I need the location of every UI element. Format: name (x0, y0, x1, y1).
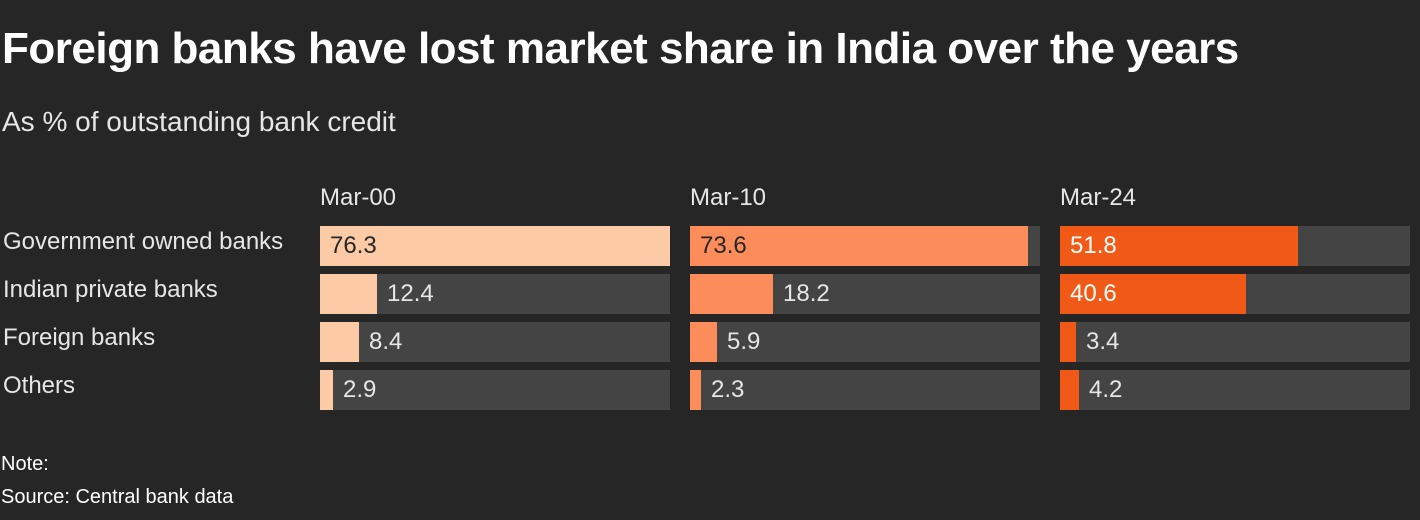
bar-track: 8.4 (320, 322, 670, 362)
bar (320, 370, 333, 410)
bar-value-label: 40.6 (1070, 280, 1117, 307)
bar (320, 274, 377, 314)
bar (1060, 370, 1079, 410)
row-label: Government owned banks (3, 228, 284, 255)
chart-note: Note: (1, 453, 49, 475)
bar (690, 322, 717, 362)
bar (1060, 322, 1076, 362)
bar-value-label: 2.9 (343, 376, 377, 403)
bar (690, 370, 701, 410)
bar (320, 322, 359, 362)
row-label: Others (3, 372, 76, 399)
bar-track: 51.8 (1060, 226, 1410, 266)
bar-value-label: 8.4 (369, 328, 403, 355)
bar-track: 76.3 (320, 226, 670, 266)
bar-value-label: 51.8 (1070, 232, 1117, 259)
row-label: Indian private banks (3, 276, 218, 303)
bar-track: 12.4 (320, 274, 670, 314)
bar-value-label: 4.2 (1089, 376, 1123, 403)
bar (320, 226, 670, 266)
bar (690, 226, 1028, 266)
bar-track: 5.9 (690, 322, 1040, 362)
bar-value-label: 5.9 (727, 328, 761, 355)
panel-header: Mar-00 (320, 184, 397, 211)
bar-track: 18.2 (690, 274, 1040, 314)
bar-track: 4.2 (1060, 370, 1410, 410)
bar-track: 2.3 (690, 370, 1040, 410)
bar-value-label: 18.2 (783, 280, 830, 307)
bar (1060, 226, 1298, 266)
chart-title: Foreign banks have lost market share in … (2, 24, 1239, 73)
bar-value-label: 2.3 (711, 376, 745, 403)
bar-track: 3.4 (1060, 322, 1410, 362)
bar-value-label: 3.4 (1086, 328, 1120, 355)
panel-header: Mar-24 (1060, 184, 1137, 211)
bar (690, 274, 773, 314)
row-label: Foreign banks (3, 324, 156, 351)
chart-subtitle: As % of outstanding bank credit (2, 106, 396, 137)
bar-track: 2.9 (320, 370, 670, 410)
panel-header: Mar-10 (690, 184, 767, 211)
bar-track: 40.6 (1060, 274, 1410, 314)
chart-source: Source: Central bank data (1, 486, 234, 508)
bar-value-label: 12.4 (387, 280, 434, 307)
bar-track: 73.6 (690, 226, 1040, 266)
bar (1060, 274, 1246, 314)
bar-value-label: 73.6 (700, 232, 747, 259)
bar-value-label: 76.3 (330, 232, 377, 259)
